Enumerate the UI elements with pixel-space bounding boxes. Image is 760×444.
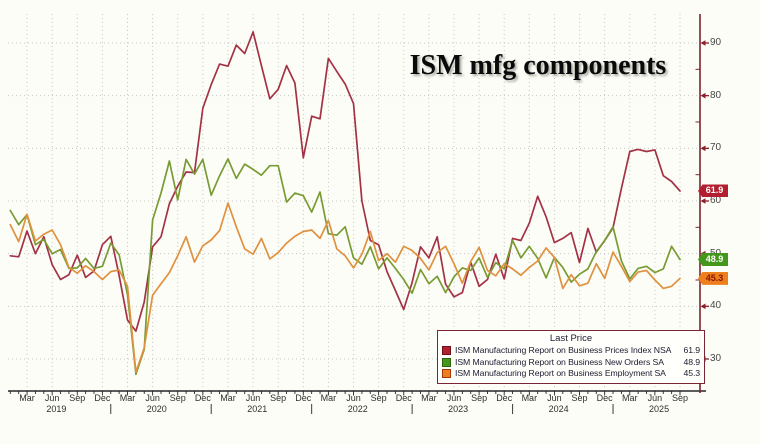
legend-series-label: ISM Manufacturing Report on Business Emp… <box>455 368 666 378</box>
legend-swatch-icon <box>442 357 451 367</box>
x-axis-month-label: Mar <box>119 393 136 403</box>
x-axis-month-label: Dec <box>295 393 312 403</box>
x-axis-month-label: Dec <box>395 393 412 403</box>
y-axis-label: 90 <box>710 37 722 48</box>
x-axis-month-label: Jun <box>44 393 60 403</box>
x-axis-month-label: Jun <box>446 393 462 403</box>
x-axis-month-label: Jun <box>346 393 361 403</box>
y-axis-label: 40 <box>710 300 722 312</box>
x-axis-month-label: Mar <box>320 393 337 403</box>
legend-swatch-icon <box>442 346 451 356</box>
y-axis-label: 70 <box>710 142 722 154</box>
legend-series-label: ISM Manufacturing Report on Business New… <box>455 356 664 367</box>
x-axis-month-label: Dec <box>194 393 211 403</box>
x-axis-month-label: Dec <box>94 393 111 403</box>
x-axis-month-label: Mar <box>521 393 538 403</box>
x-axis-month-label: Jun <box>647 393 663 403</box>
x-axis-year-label: 2020 <box>146 404 167 414</box>
legend-series-value: 61.9 <box>683 345 700 355</box>
x-axis-month-label: Jun <box>547 393 562 403</box>
x-axis-month-label: Sep <box>270 393 287 403</box>
x-axis-month-label: Sep <box>370 393 387 403</box>
x-axis-year-label: 2023 <box>448 404 469 414</box>
x-axis-year-label: 2019 <box>46 404 67 414</box>
x-axis-month-label: Sep <box>671 393 688 403</box>
price-badge: 61.9 <box>698 184 728 198</box>
x-axis-month-label: Mar <box>622 393 638 403</box>
y-axis-label: 80 <box>710 89 722 101</box>
x-axis-month-label: Dec <box>496 393 513 403</box>
legend-row: ISM Manufacturing Report on Business New… <box>442 357 700 369</box>
x-axis-month-label: Jun <box>145 393 160 403</box>
x-axis-month-label: Sep <box>471 393 488 403</box>
x-axis-year-label: 2025 <box>649 404 670 414</box>
legend-title: Last Price <box>549 333 593 344</box>
x-axis-month-label: Mar <box>19 393 35 403</box>
x-axis-month-label: Jun <box>245 393 261 403</box>
legend-row: ISM Manufacturing Report on Business Emp… <box>442 368 700 380</box>
legend-series-value: 48.9 <box>683 356 700 367</box>
x-axis-month-label: Dec <box>596 393 613 403</box>
x-axis-month-label: Mar <box>220 393 236 403</box>
price-badge: 45.3 <box>698 271 728 285</box>
legend-rows: ISM Manufacturing Report on Business Pri… <box>442 345 700 380</box>
y-axis-label: 60 <box>710 195 722 206</box>
price-badge: 48.9 <box>698 252 728 266</box>
legend-swatch-icon <box>442 369 451 379</box>
x-axis-month-label: Sep <box>69 393 86 403</box>
x-axis-year-label: 2022 <box>347 404 368 414</box>
legend-row: ISM Manufacturing Report on Business Pri… <box>442 345 700 357</box>
legend-series-value: 45.3 <box>683 368 700 378</box>
x-axis-month-label: Mar <box>421 393 437 403</box>
y-axis-label: 30 <box>710 353 722 364</box>
legend-series-label: ISM Manufacturing Report on Business Pri… <box>455 345 672 355</box>
x-axis-month-label: Sep <box>571 393 588 403</box>
x-axis-month-label: Sep <box>169 393 186 403</box>
legend: Last Price ISM Manufacturing Report on B… <box>437 330 705 384</box>
x-axis-year-label: 2021 <box>247 404 268 414</box>
chart-title: ISM mfg components <box>409 50 667 81</box>
x-axis-year-label: 2024 <box>548 404 569 414</box>
